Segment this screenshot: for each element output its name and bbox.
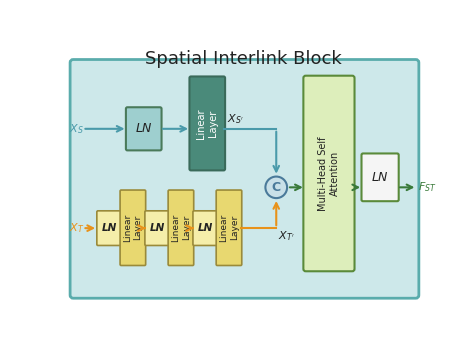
Text: Spatial Interlink Block: Spatial Interlink Block [145,50,341,68]
FancyBboxPatch shape [97,211,122,246]
Text: Linear
Layer: Linear Layer [171,214,191,242]
Text: LN: LN [372,171,388,184]
Text: LN: LN [198,223,213,233]
Text: $X_T$: $X_T$ [69,221,85,235]
FancyBboxPatch shape [70,60,419,298]
FancyBboxPatch shape [120,190,146,265]
FancyBboxPatch shape [168,190,194,265]
FancyBboxPatch shape [303,76,355,271]
Text: Linear
Layer: Linear Layer [197,108,218,139]
FancyBboxPatch shape [362,154,399,201]
Text: LN: LN [102,223,117,233]
FancyBboxPatch shape [190,77,225,170]
Text: LN: LN [136,122,152,135]
Circle shape [265,176,287,198]
Text: $X_{S'}$: $X_{S'}$ [227,112,244,126]
Text: C: C [272,181,281,194]
Text: $X_S$: $X_S$ [69,122,84,136]
FancyBboxPatch shape [216,190,242,265]
FancyBboxPatch shape [193,211,219,246]
Text: Linear
Layer: Linear Layer [123,214,143,242]
Text: LN: LN [150,223,165,233]
FancyBboxPatch shape [145,211,171,246]
FancyBboxPatch shape [126,107,162,150]
Text: $F_{ST}$: $F_{ST}$ [418,181,437,194]
Text: $X_{T'}$: $X_{T'}$ [278,230,295,244]
Text: Linear
Layer: Linear Layer [219,214,239,242]
Text: Multi-Head Self
Attention: Multi-Head Self Attention [318,136,340,211]
